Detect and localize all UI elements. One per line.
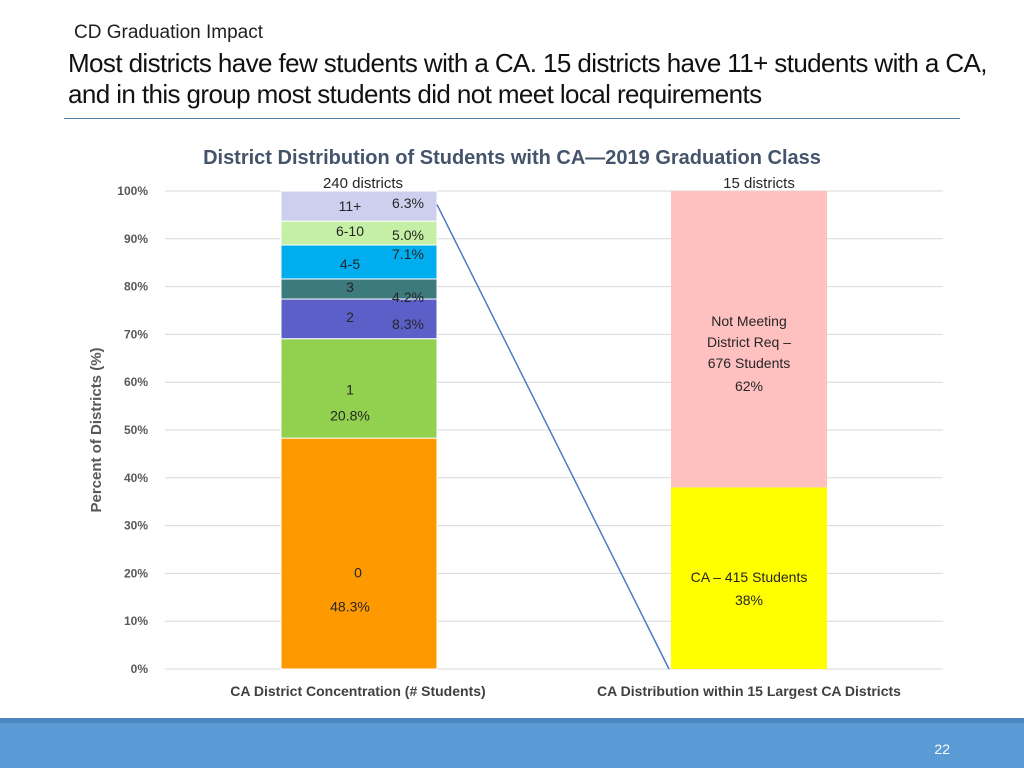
segment-name-label: Not Meeting — [711, 313, 786, 329]
bars — [280, 190, 827, 670]
bar-segment-ca-students — [671, 487, 827, 669]
segment-value-label: 8.3% — [392, 316, 424, 332]
bar-header-label: 240 districts — [323, 175, 403, 192]
y-tick-label: 90% — [124, 232, 148, 246]
segment-name-label: 676 Students — [708, 355, 791, 371]
y-tick-label: 70% — [124, 327, 148, 341]
segment-name-label: 3 — [346, 279, 354, 295]
chart-title: District Distribution of Students with C… — [203, 147, 821, 169]
x-category-label: CA District Concentration (# Students) — [230, 683, 485, 699]
segment-value-label: 48.3% — [330, 599, 370, 615]
y-tick-label: 30% — [124, 519, 148, 533]
y-axis-ticks: 0% 10% 20% 30% 40% 50% 60% 70% 80% 90% 100% — [117, 184, 148, 676]
title-rule — [64, 118, 960, 119]
segment-name-label: 0 — [354, 565, 362, 581]
y-tick-label: 0% — [131, 662, 149, 676]
segment-name-label: 2 — [346, 309, 354, 325]
y-tick-label: 40% — [124, 471, 148, 485]
slide-headline: Most districts have few students with a … — [68, 48, 988, 109]
segment-value-label: 62% — [735, 378, 763, 394]
segment-value-label: 4.2% — [392, 289, 424, 305]
y-tick-label: 100% — [117, 184, 148, 198]
district-distribution-chart: District Distribution of Students with C… — [88, 147, 943, 699]
segment-name-label: 11+ — [339, 198, 362, 214]
bar-header-label: 15 districts — [723, 175, 795, 192]
y-tick-label: 60% — [124, 375, 148, 389]
segment-value-label: 6.3% — [392, 195, 424, 211]
bar-segment-not-meeting — [671, 191, 827, 488]
segment-name-label: District Req – — [707, 334, 791, 350]
bar-segment-1 — [280, 338, 438, 439]
bar-segment-0 — [280, 437, 438, 670]
page-number: 22 — [934, 741, 950, 757]
segment-value-label: 38% — [735, 592, 763, 608]
segment-name-label: 6-10 — [336, 223, 364, 239]
footer-bar: 22 — [0, 718, 1024, 768]
y-tick-label: 10% — [124, 614, 148, 628]
bar-segment-2 — [280, 298, 438, 340]
y-axis-label: Percent of Districts (%) — [88, 347, 105, 512]
connector-line — [436, 204, 670, 670]
data-labels: 0 48.3% 1 20.8% 2 8.3% 3 4.2% 4-5 7.1% 6-10 5.0% 11+… — [323, 175, 807, 615]
slide-kicker: CD Graduation Impact — [74, 22, 264, 43]
y-tick-label: 80% — [124, 280, 148, 294]
y-tick-label: 50% — [124, 423, 148, 437]
x-axis-labels: CA District Concentration (# Students) CA… — [230, 683, 901, 699]
segment-name-label: 4-5 — [340, 256, 360, 272]
segment-name-label: 1 — [346, 381, 354, 397]
segment-value-label: 5.0% — [392, 227, 424, 243]
y-tick-label: 20% — [124, 566, 148, 580]
segment-name-label: CA – 415 Students — [691, 569, 808, 585]
segment-value-label: 7.1% — [392, 246, 424, 262]
bar-segment-4-5 — [280, 244, 438, 280]
segment-value-label: 20.8% — [330, 407, 370, 423]
x-category-label: CA Distribution within 15 Largest CA Dis… — [597, 683, 901, 699]
